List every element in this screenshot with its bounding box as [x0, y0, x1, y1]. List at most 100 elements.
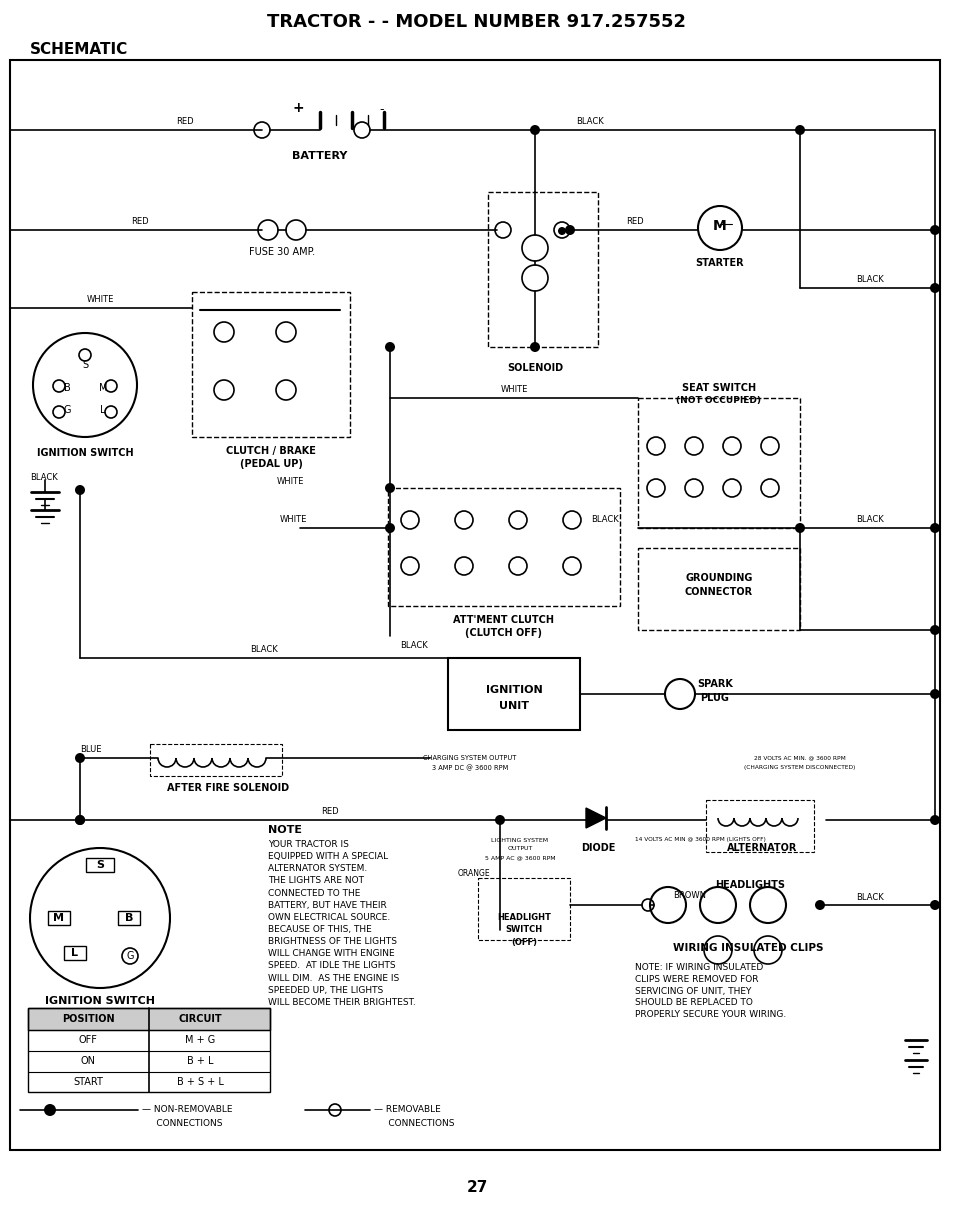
Text: STARTER: STARTER: [695, 258, 743, 269]
Bar: [192, 292, 350, 437]
Text: BLUE: BLUE: [80, 746, 101, 755]
Circle shape: [558, 227, 565, 234]
Text: G: G: [126, 951, 133, 961]
Text: IGNITION SWITCH: IGNITION SWITCH: [36, 448, 133, 458]
Circle shape: [929, 815, 939, 825]
Text: 27: 27: [466, 1181, 487, 1196]
Circle shape: [385, 522, 395, 533]
Text: DIODE: DIODE: [580, 843, 615, 853]
Circle shape: [929, 689, 939, 699]
Circle shape: [44, 1104, 56, 1117]
Text: L: L: [100, 405, 106, 416]
Text: BLACK: BLACK: [250, 645, 277, 655]
Text: +: +: [292, 101, 303, 115]
Text: IGNITION SWITCH: IGNITION SWITCH: [45, 996, 154, 1006]
Text: WHITE: WHITE: [499, 385, 527, 395]
Text: CONNECTOR: CONNECTOR: [684, 587, 752, 597]
Text: G: G: [63, 405, 71, 416]
Text: RED: RED: [625, 217, 643, 226]
Text: ALTERNATOR: ALTERNATOR: [726, 843, 797, 853]
Text: CIRCUIT: CIRCUIT: [178, 1015, 222, 1024]
Polygon shape: [585, 808, 605, 827]
Bar: [477, 878, 569, 940]
Text: (NOT OCCUPIED): (NOT OCCUPIED): [676, 396, 760, 405]
Bar: [705, 799, 813, 852]
Bar: [448, 659, 579, 730]
Bar: [150, 744, 282, 776]
Text: GROUNDING: GROUNDING: [684, 573, 752, 583]
Circle shape: [929, 522, 939, 533]
Circle shape: [530, 341, 539, 352]
Text: PLUG: PLUG: [700, 693, 729, 703]
Text: BLACK: BLACK: [591, 515, 618, 525]
Text: S: S: [96, 860, 104, 870]
Text: TRACTOR - - MODEL NUMBER 917.257552: TRACTOR - - MODEL NUMBER 917.257552: [267, 13, 686, 32]
Bar: [28, 1008, 270, 1030]
Text: M: M: [713, 219, 726, 233]
Text: B + S + L: B + S + L: [176, 1076, 223, 1087]
Circle shape: [794, 522, 804, 533]
Circle shape: [75, 485, 85, 495]
Text: HEADLIGHTS: HEADLIGHTS: [714, 880, 784, 891]
Text: BROWN: BROWN: [673, 891, 706, 899]
Circle shape: [929, 225, 939, 234]
Text: START: START: [73, 1076, 103, 1087]
Bar: [638, 548, 800, 631]
Text: BLACK: BLACK: [855, 893, 882, 902]
Circle shape: [385, 341, 395, 352]
Text: B + L: B + L: [187, 1056, 213, 1066]
Bar: [388, 488, 619, 606]
Text: (PEDAL UP): (PEDAL UP): [239, 459, 302, 469]
Text: — NON-REMOVABLE: — NON-REMOVABLE: [142, 1104, 233, 1113]
Text: S: S: [82, 360, 88, 371]
Text: SPARK: SPARK: [697, 679, 732, 689]
Text: (CLUTCH OFF): (CLUTCH OFF): [465, 628, 542, 638]
Text: WIRING INSULATED CLIPS: WIRING INSULATED CLIPS: [672, 943, 822, 953]
Text: M: M: [53, 912, 65, 923]
Text: AFTER FIRE SOLENOID: AFTER FIRE SOLENOID: [167, 782, 289, 793]
Text: SCHEMATIC: SCHEMATIC: [30, 43, 128, 57]
Text: NOTE: IF WIRING INSULATED
CLIPS WERE REMOVED FOR
SERVICING OF UNIT, THEY
SHOULD : NOTE: IF WIRING INSULATED CLIPS WERE REM…: [635, 963, 785, 1019]
Text: (OFF): (OFF): [511, 938, 537, 946]
Circle shape: [75, 753, 85, 763]
Circle shape: [929, 283, 939, 293]
Text: -: -: [379, 103, 384, 117]
Bar: [86, 858, 113, 872]
Bar: [118, 911, 140, 925]
Text: — REMOVABLE: — REMOVABLE: [374, 1104, 440, 1113]
Text: NOTE: NOTE: [268, 825, 302, 835]
Text: 3 AMP DC @ 3600 RPM: 3 AMP DC @ 3600 RPM: [432, 764, 508, 772]
Text: UNIT: UNIT: [498, 701, 529, 711]
Circle shape: [385, 484, 395, 493]
Bar: [64, 946, 86, 960]
Text: OUTPUT: OUTPUT: [507, 847, 532, 852]
Text: M: M: [99, 383, 107, 392]
Text: BLACK: BLACK: [399, 640, 427, 650]
Text: B: B: [125, 912, 133, 923]
Bar: [28, 1008, 270, 1092]
Circle shape: [495, 815, 504, 825]
Text: CHARGING SYSTEM OUTPUT: CHARGING SYSTEM OUTPUT: [423, 755, 517, 761]
Circle shape: [75, 815, 85, 825]
Text: M + G: M + G: [185, 1035, 214, 1045]
Text: 14 VOLTS AC MIN @ 3600 RPM (LIGHTS OFF): 14 VOLTS AC MIN @ 3600 RPM (LIGHTS OFF): [634, 837, 764, 842]
Text: BLACK: BLACK: [855, 276, 882, 284]
Bar: [48, 911, 70, 925]
Text: WHITE: WHITE: [276, 477, 303, 486]
Text: OFF: OFF: [78, 1035, 97, 1045]
Text: ORANGE: ORANGE: [456, 869, 490, 877]
Bar: [10, 60, 939, 1151]
Text: POSITION: POSITION: [62, 1015, 114, 1024]
Text: L: L: [71, 948, 78, 957]
Bar: [488, 192, 598, 347]
Text: (CHARGING SYSTEM DISCONNECTED): (CHARGING SYSTEM DISCONNECTED): [743, 765, 855, 770]
Text: SWITCH: SWITCH: [505, 926, 542, 934]
Text: SEAT SWITCH: SEAT SWITCH: [681, 383, 756, 392]
Text: RED: RED: [321, 808, 338, 816]
Text: HEADLIGHT: HEADLIGHT: [497, 914, 551, 922]
Circle shape: [929, 625, 939, 635]
Text: IGNITION: IGNITION: [485, 685, 542, 695]
Text: WHITE: WHITE: [280, 515, 307, 525]
Text: BLACK: BLACK: [576, 118, 603, 126]
Text: LIGHTING SYSTEM: LIGHTING SYSTEM: [491, 837, 548, 842]
